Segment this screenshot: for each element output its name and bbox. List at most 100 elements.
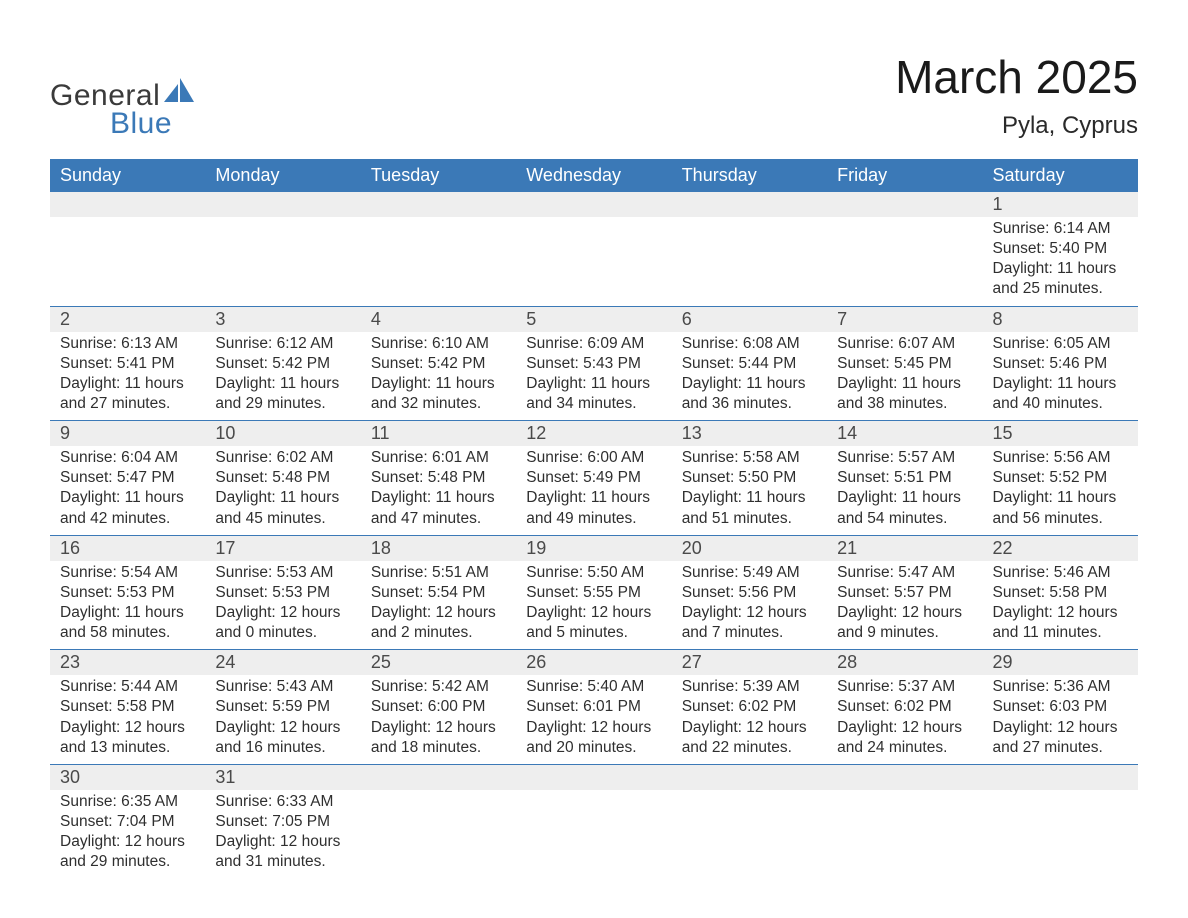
sunrise-text: Sunrise: 5:43 AM: [215, 677, 350, 697]
daylight-text: and 9 minutes.: [837, 623, 972, 643]
daylight-text: Daylight: 12 hours: [993, 718, 1128, 738]
day-content-cell: Sunrise: 6:10 AMSunset: 5:42 PMDaylight:…: [361, 332, 516, 421]
daylight-text: and 31 minutes.: [215, 852, 350, 872]
day-content-cell: Sunrise: 6:14 AMSunset: 5:40 PMDaylight:…: [983, 217, 1138, 306]
daylight-text: and 56 minutes.: [993, 509, 1128, 529]
day-content-cell: Sunrise: 5:58 AMSunset: 5:50 PMDaylight:…: [672, 446, 827, 535]
sunrise-text: Sunrise: 5:57 AM: [837, 448, 972, 468]
daylight-text: Daylight: 11 hours: [215, 488, 350, 508]
daylight-text: and 54 minutes.: [837, 509, 972, 529]
daylight-text: and 51 minutes.: [682, 509, 817, 529]
day-number: [827, 192, 982, 196]
daylight-text: and 45 minutes.: [215, 509, 350, 529]
day-number: 4: [361, 307, 516, 332]
day-number: 21: [827, 536, 982, 561]
daylight-text: and 36 minutes.: [682, 394, 817, 414]
sunset-text: Sunset: 6:01 PM: [526, 697, 661, 717]
week-content-row: Sunrise: 6:13 AMSunset: 5:41 PMDaylight:…: [50, 332, 1138, 421]
daylight-text: Daylight: 11 hours: [993, 259, 1128, 279]
sunrise-text: Sunrise: 5:40 AM: [526, 677, 661, 697]
daylight-text: Daylight: 12 hours: [682, 718, 817, 738]
daylight-text: Daylight: 11 hours: [682, 374, 817, 394]
day-number: [361, 765, 516, 769]
day-content-cell: Sunrise: 5:51 AMSunset: 5:54 PMDaylight:…: [361, 561, 516, 650]
day-number: [983, 765, 1138, 769]
daylight-text: Daylight: 11 hours: [215, 374, 350, 394]
day-header: Saturday: [983, 159, 1138, 192]
day-content-cell: [672, 790, 827, 879]
daylight-text: and 27 minutes.: [60, 394, 195, 414]
sunrise-text: Sunrise: 6:02 AM: [215, 448, 350, 468]
day-number: [516, 192, 671, 196]
sunrise-text: Sunrise: 6:04 AM: [60, 448, 195, 468]
day-number: 10: [205, 421, 360, 446]
sunset-text: Sunset: 5:50 PM: [682, 468, 817, 488]
day-number: 1: [983, 192, 1138, 217]
day-number: 11: [361, 421, 516, 446]
day-number: 18: [361, 536, 516, 561]
day-content-cell: Sunrise: 6:35 AMSunset: 7:04 PMDaylight:…: [50, 790, 205, 879]
week-daynum-row: 23242526272829: [50, 650, 1138, 676]
day-number-cell: 21: [827, 535, 982, 561]
week-daynum-row: 2345678: [50, 306, 1138, 332]
day-number-cell: 9: [50, 421, 205, 447]
day-number-cell: 23: [50, 650, 205, 676]
day-content-cell: Sunrise: 6:13 AMSunset: 5:41 PMDaylight:…: [50, 332, 205, 421]
sunset-text: Sunset: 5:42 PM: [215, 354, 350, 374]
day-header: Thursday: [672, 159, 827, 192]
month-title: March 2025: [895, 50, 1138, 104]
day-number: 19: [516, 536, 671, 561]
daylight-text: Daylight: 11 hours: [682, 488, 817, 508]
day-number: [827, 765, 982, 769]
daylight-text: Daylight: 11 hours: [526, 488, 661, 508]
sunset-text: Sunset: 5:59 PM: [215, 697, 350, 717]
day-number: 29: [983, 650, 1138, 675]
header: General Blue March 2025 Pyla, Cyprus: [50, 50, 1138, 141]
week-content-row: Sunrise: 5:54 AMSunset: 5:53 PMDaylight:…: [50, 561, 1138, 650]
sunrise-text: Sunrise: 5:44 AM: [60, 677, 195, 697]
daylight-text: Daylight: 11 hours: [371, 488, 506, 508]
day-number: 12: [516, 421, 671, 446]
week-daynum-row: 1: [50, 192, 1138, 217]
day-header: Friday: [827, 159, 982, 192]
sunset-text: Sunset: 5:48 PM: [215, 468, 350, 488]
day-number: 24: [205, 650, 360, 675]
sunset-text: Sunset: 7:05 PM: [215, 812, 350, 832]
day-number-cell: [361, 764, 516, 790]
day-number-cell: 19: [516, 535, 671, 561]
sunset-text: Sunset: 5:45 PM: [837, 354, 972, 374]
week-content-row: Sunrise: 5:44 AMSunset: 5:58 PMDaylight:…: [50, 675, 1138, 764]
sunset-text: Sunset: 5:55 PM: [526, 583, 661, 603]
day-number-cell: 25: [361, 650, 516, 676]
daylight-text: Daylight: 12 hours: [60, 832, 195, 852]
day-header: Monday: [205, 159, 360, 192]
day-content-cell: [50, 217, 205, 306]
logo: General Blue: [50, 50, 194, 141]
daylight-text: and 11 minutes.: [993, 623, 1128, 643]
day-content-cell: Sunrise: 5:56 AMSunset: 5:52 PMDaylight:…: [983, 446, 1138, 535]
daylight-text: Daylight: 12 hours: [371, 718, 506, 738]
day-number-cell: 27: [672, 650, 827, 676]
day-number: [672, 765, 827, 769]
day-number-cell: 8: [983, 306, 1138, 332]
day-number-cell: 10: [205, 421, 360, 447]
day-number-cell: [50, 192, 205, 217]
day-content-cell: Sunrise: 5:54 AMSunset: 5:53 PMDaylight:…: [50, 561, 205, 650]
sunset-text: Sunset: 5:57 PM: [837, 583, 972, 603]
sunset-text: Sunset: 5:44 PM: [682, 354, 817, 374]
daylight-text: and 18 minutes.: [371, 738, 506, 758]
daylight-text: and 16 minutes.: [215, 738, 350, 758]
sunrise-text: Sunrise: 5:50 AM: [526, 563, 661, 583]
week-daynum-row: 16171819202122: [50, 535, 1138, 561]
day-content-cell: Sunrise: 6:04 AMSunset: 5:47 PMDaylight:…: [50, 446, 205, 535]
daylight-text: Daylight: 12 hours: [215, 718, 350, 738]
day-content-cell: Sunrise: 6:02 AMSunset: 5:48 PMDaylight:…: [205, 446, 360, 535]
calendar-table: SundayMondayTuesdayWednesdayThursdayFrid…: [50, 159, 1138, 878]
day-content-cell: Sunrise: 6:05 AMSunset: 5:46 PMDaylight:…: [983, 332, 1138, 421]
day-number-cell: [827, 192, 982, 217]
day-content-cell: [672, 217, 827, 306]
daylight-text: and 32 minutes.: [371, 394, 506, 414]
daylight-text: Daylight: 12 hours: [371, 603, 506, 623]
sunset-text: Sunset: 6:03 PM: [993, 697, 1128, 717]
daylight-text: and 5 minutes.: [526, 623, 661, 643]
